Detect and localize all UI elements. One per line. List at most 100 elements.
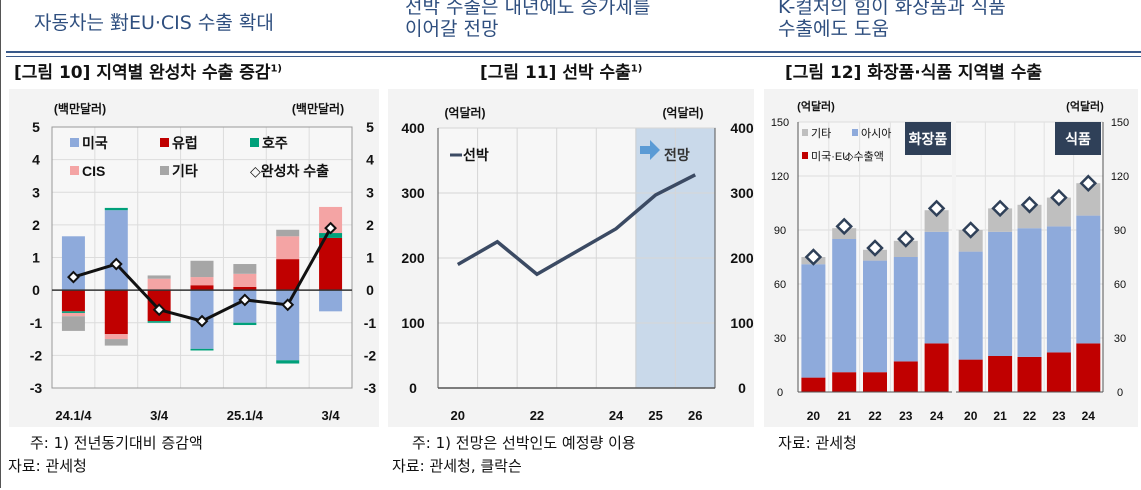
- bar-segment-1: [190, 285, 214, 291]
- x-tick-label: 24: [930, 409, 944, 423]
- bar-segment-0: [801, 377, 826, 392]
- bar-segment-3: [104, 334, 128, 340]
- x-tick-label: 20: [964, 409, 978, 423]
- bar-segment-4: [233, 264, 257, 274]
- y-tick-right: -2: [364, 347, 377, 363]
- bar-segment-2: [233, 322, 257, 326]
- y-tick-right: -1: [364, 315, 377, 331]
- y-tick-left: 400: [401, 120, 425, 136]
- y-tick-left: 60: [774, 279, 786, 291]
- y-tick-right: 300: [730, 185, 754, 201]
- fig10-note: 주: 1) 전년동기대비 증감액: [30, 434, 203, 452]
- legend-label: CIS: [82, 163, 105, 179]
- bar-segment-3: [233, 273, 257, 287]
- export-total-marker: [1079, 174, 1098, 192]
- y-tick-right: 3: [366, 184, 374, 200]
- bar-segment-3: [147, 278, 171, 291]
- x-tick-label: 21: [993, 409, 1007, 423]
- line-marker: [324, 221, 337, 235]
- y-tick-right: 120: [1111, 171, 1129, 183]
- headline-2-line2: 이어갈 전망: [405, 18, 499, 40]
- legend-swatch: [160, 138, 169, 147]
- x-tick-label: 24: [1082, 409, 1096, 423]
- legend-label: 미국: [82, 135, 108, 151]
- bar-segment-1: [319, 237, 343, 291]
- bar-segment-0: [233, 290, 257, 323]
- y-tick-left: 90: [774, 225, 786, 237]
- line-marker: [238, 293, 252, 307]
- figure-10-title: [그림 10] 지역별 완성차 수출 증감1): [14, 58, 282, 83]
- y-tick-left: -3: [30, 380, 43, 396]
- bar-segment-2: [61, 311, 85, 313]
- bar-segment-3: [319, 206, 343, 234]
- legend-swatch: [802, 152, 808, 159]
- y-tick-right: 1: [366, 250, 374, 266]
- y-tick-right: 200: [730, 250, 754, 266]
- x-tick-label: 20: [451, 408, 465, 423]
- forecast-label: 전망: [664, 147, 690, 163]
- y-tick-right: 60: [1114, 279, 1126, 291]
- line-marker: [109, 257, 123, 271]
- headline-1: 자동차는 對EU·CIS 수출 확대: [34, 12, 274, 34]
- bar-segment-1: [233, 286, 257, 291]
- y-tick-left: 0: [32, 282, 40, 298]
- panel-label: 식품: [1065, 131, 1091, 147]
- y-tick-right: 0: [1117, 387, 1123, 399]
- bar-segment-2: [147, 321, 171, 323]
- bar-segment-0: [104, 210, 128, 291]
- panel-label-box: [905, 122, 951, 155]
- bar-segment-1: [958, 251, 983, 360]
- y-tick-left: 0: [409, 380, 417, 396]
- bar-segment-1: [863, 260, 887, 373]
- line-marker: [152, 303, 166, 317]
- bar-segment-4: [104, 339, 128, 346]
- bar-segment-3: [61, 312, 85, 317]
- bar-segment-1: [1017, 228, 1042, 357]
- bar-segment-2: [276, 360, 300, 364]
- bar-segment-0: [319, 290, 343, 312]
- bar-segment-0: [832, 372, 857, 392]
- bar-segment-4: [61, 316, 85, 331]
- y-tick-right: 0: [738, 380, 746, 396]
- y-tick-left: 0: [777, 387, 783, 399]
- bar-segment-4: [147, 275, 171, 279]
- legend-swatch: [70, 138, 79, 147]
- x-tick-label: 23: [899, 409, 913, 423]
- headline-3-line1: K-컬처의 힘이 화장품과 식품: [778, 0, 1006, 18]
- x-tick-label: 22: [530, 408, 544, 423]
- bar-segment-1: [801, 264, 826, 378]
- x-tick-label: 25.1/4: [227, 408, 264, 423]
- y-axis-unit-right: (억달러): [662, 105, 703, 120]
- bar-segment-0: [924, 343, 949, 392]
- y-tick-left: 120: [771, 171, 789, 183]
- y-tick-right: 4: [366, 152, 374, 168]
- y-axis-unit-right: (백만달러): [292, 101, 344, 116]
- legend-label: 아시아: [861, 127, 891, 140]
- bar-segment-0: [276, 290, 300, 361]
- x-tick-label: 21: [838, 409, 852, 423]
- export-total-marker: [866, 239, 884, 257]
- y-tick-right: 2: [366, 217, 374, 233]
- figure-12-title-text: [그림 12] 화장품·식품 지역별 수출: [785, 63, 1043, 83]
- figure-11-title-text: [그림 11] 선박 수출: [480, 63, 631, 83]
- line-marker: [281, 298, 295, 312]
- line-series-ship: [456, 173, 697, 277]
- bar-segment-2: [1017, 204, 1042, 229]
- headline-2: 선박 수출은 내년에도 증가세를 이어갈 전망: [405, 0, 650, 40]
- bar-segment-2: [893, 240, 918, 257]
- y-tick-left: 4: [32, 152, 40, 168]
- legend-label: 미국·EU: [811, 150, 850, 163]
- export-total-marker: [1020, 196, 1039, 214]
- export-total-marker: [835, 217, 853, 236]
- y-tick-left: 150: [771, 117, 789, 129]
- y-tick-left: 200: [401, 250, 425, 266]
- x-tick-label: 20: [807, 409, 821, 423]
- export-total-marker: [991, 199, 1009, 218]
- x-tick-label: 24.1/4: [55, 408, 92, 423]
- bar-segment-4: [190, 260, 214, 278]
- header-divider: [6, 51, 1141, 57]
- y-tick-left: 30: [774, 333, 786, 345]
- bar-segment-1: [988, 231, 1013, 356]
